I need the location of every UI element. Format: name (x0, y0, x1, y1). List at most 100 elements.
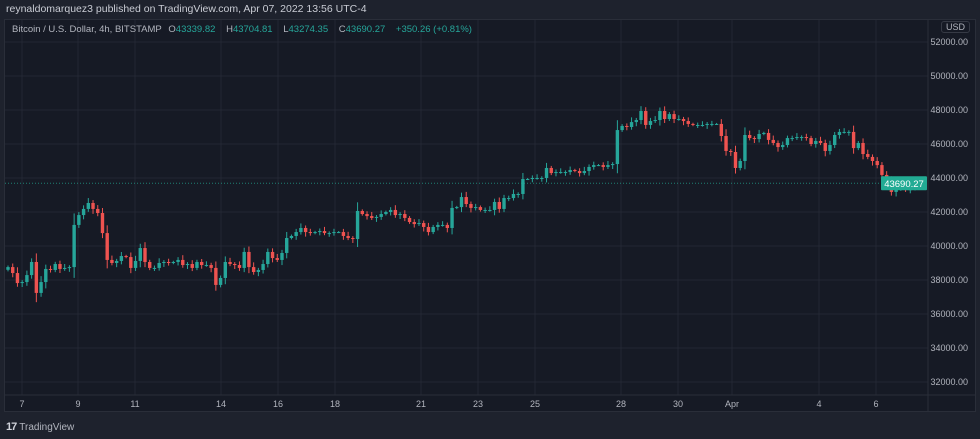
candle-down (573, 170, 577, 172)
candle-down (729, 150, 733, 152)
candle-up (44, 268, 48, 283)
candle-down (577, 171, 582, 174)
candle-down (100, 213, 105, 234)
candle-down (422, 223, 426, 227)
candle-up (204, 265, 209, 267)
currency-button[interactable]: USD (941, 21, 971, 33)
candle-down (771, 139, 775, 143)
candle-down (275, 258, 279, 260)
candle-up (837, 131, 842, 135)
candle-up (299, 227, 303, 233)
candle-up (781, 145, 785, 148)
candle-up (185, 264, 190, 266)
date-tick-label: 30 (673, 399, 683, 409)
candle-down (478, 207, 483, 210)
candle-down (365, 214, 369, 217)
candle-up (133, 260, 138, 268)
close-value: 43690.27 (345, 24, 386, 35)
candle-up (67, 267, 72, 269)
candle-up (379, 214, 383, 217)
price-tick-label: 46000.00 (930, 139, 968, 149)
candle-down (124, 256, 128, 258)
candle-down (407, 217, 412, 223)
candle-up (582, 171, 587, 174)
ohlc-legend: Bitcoin / U.S. Dollar, 4h, BITSTAMP O433… (12, 24, 476, 35)
candle-up (620, 125, 624, 131)
candle-up (677, 119, 681, 121)
candle-up (516, 193, 520, 195)
candle-up (700, 124, 705, 126)
candle-down (129, 257, 133, 268)
candle-up (629, 122, 634, 127)
candle-down (34, 261, 39, 293)
candle-down (308, 232, 313, 234)
candle-up (610, 164, 615, 166)
candle-up (530, 178, 535, 180)
candle-up (714, 123, 719, 125)
candle-up (459, 197, 464, 208)
candle-down (11, 267, 15, 274)
candle-down (549, 167, 553, 174)
change-value: +350.26 (+0.81%) (395, 24, 472, 35)
candle-down (880, 165, 884, 175)
candle-down (346, 235, 350, 239)
candle-up (785, 138, 790, 146)
candle-up (847, 131, 851, 133)
date-tick-label: 28 (616, 399, 626, 409)
candle-down (601, 165, 605, 167)
candle-up (388, 209, 393, 212)
candle-down (861, 142, 865, 155)
date-tick-label: 21 (416, 399, 426, 409)
candle-down (686, 121, 690, 124)
price-tick-label: 40000.00 (930, 241, 968, 251)
date-tick-label: Apr (725, 399, 739, 409)
candle-up (535, 178, 539, 179)
candle-down (403, 214, 407, 218)
footer-brand[interactable]: 17 TradingView (6, 421, 74, 433)
candle-up (695, 124, 700, 126)
candle-down (719, 123, 724, 137)
candle-up (568, 170, 572, 173)
candle-up (256, 269, 261, 273)
candle-up (540, 178, 544, 179)
candle-down (776, 142, 780, 148)
date-tick-label: 23 (473, 399, 483, 409)
candle-down (469, 204, 473, 208)
candle-up (757, 133, 761, 140)
candle-down (15, 273, 20, 284)
candle-down (58, 264, 62, 269)
price-tick-label: 36000.00 (930, 309, 968, 319)
candle-down (412, 222, 416, 225)
candle-up (473, 207, 478, 209)
candle-up (289, 235, 294, 239)
candle-down (497, 201, 501, 209)
candle-up (355, 210, 360, 240)
candle-down (681, 119, 686, 122)
tradingview-logo-icon: 17 (6, 421, 17, 433)
candle-down (662, 111, 667, 120)
candle-up (440, 224, 445, 226)
candle-up (488, 209, 492, 211)
candle-up (162, 261, 166, 263)
candle-up (62, 267, 67, 269)
symbol-description[interactable]: Bitcoin / U.S. Dollar, 4h, BITSTAMP (12, 24, 162, 35)
candle-up (223, 261, 228, 278)
candle-down (426, 226, 431, 233)
candle-up (525, 179, 530, 181)
candle-down (804, 137, 809, 139)
candle-up (417, 223, 421, 225)
candle-up (790, 138, 794, 140)
candle-down (866, 154, 870, 157)
candle-up (592, 165, 596, 167)
candle-up (455, 207, 459, 209)
candle-up (799, 137, 804, 139)
candle-up (195, 261, 199, 268)
candle-up (86, 202, 91, 209)
last-price-label: 43690.27 (884, 179, 924, 190)
candle-down (166, 261, 171, 263)
candle-up (587, 166, 591, 172)
candle-down (48, 268, 53, 270)
candle-down (110, 259, 114, 263)
candle-up (795, 137, 799, 139)
